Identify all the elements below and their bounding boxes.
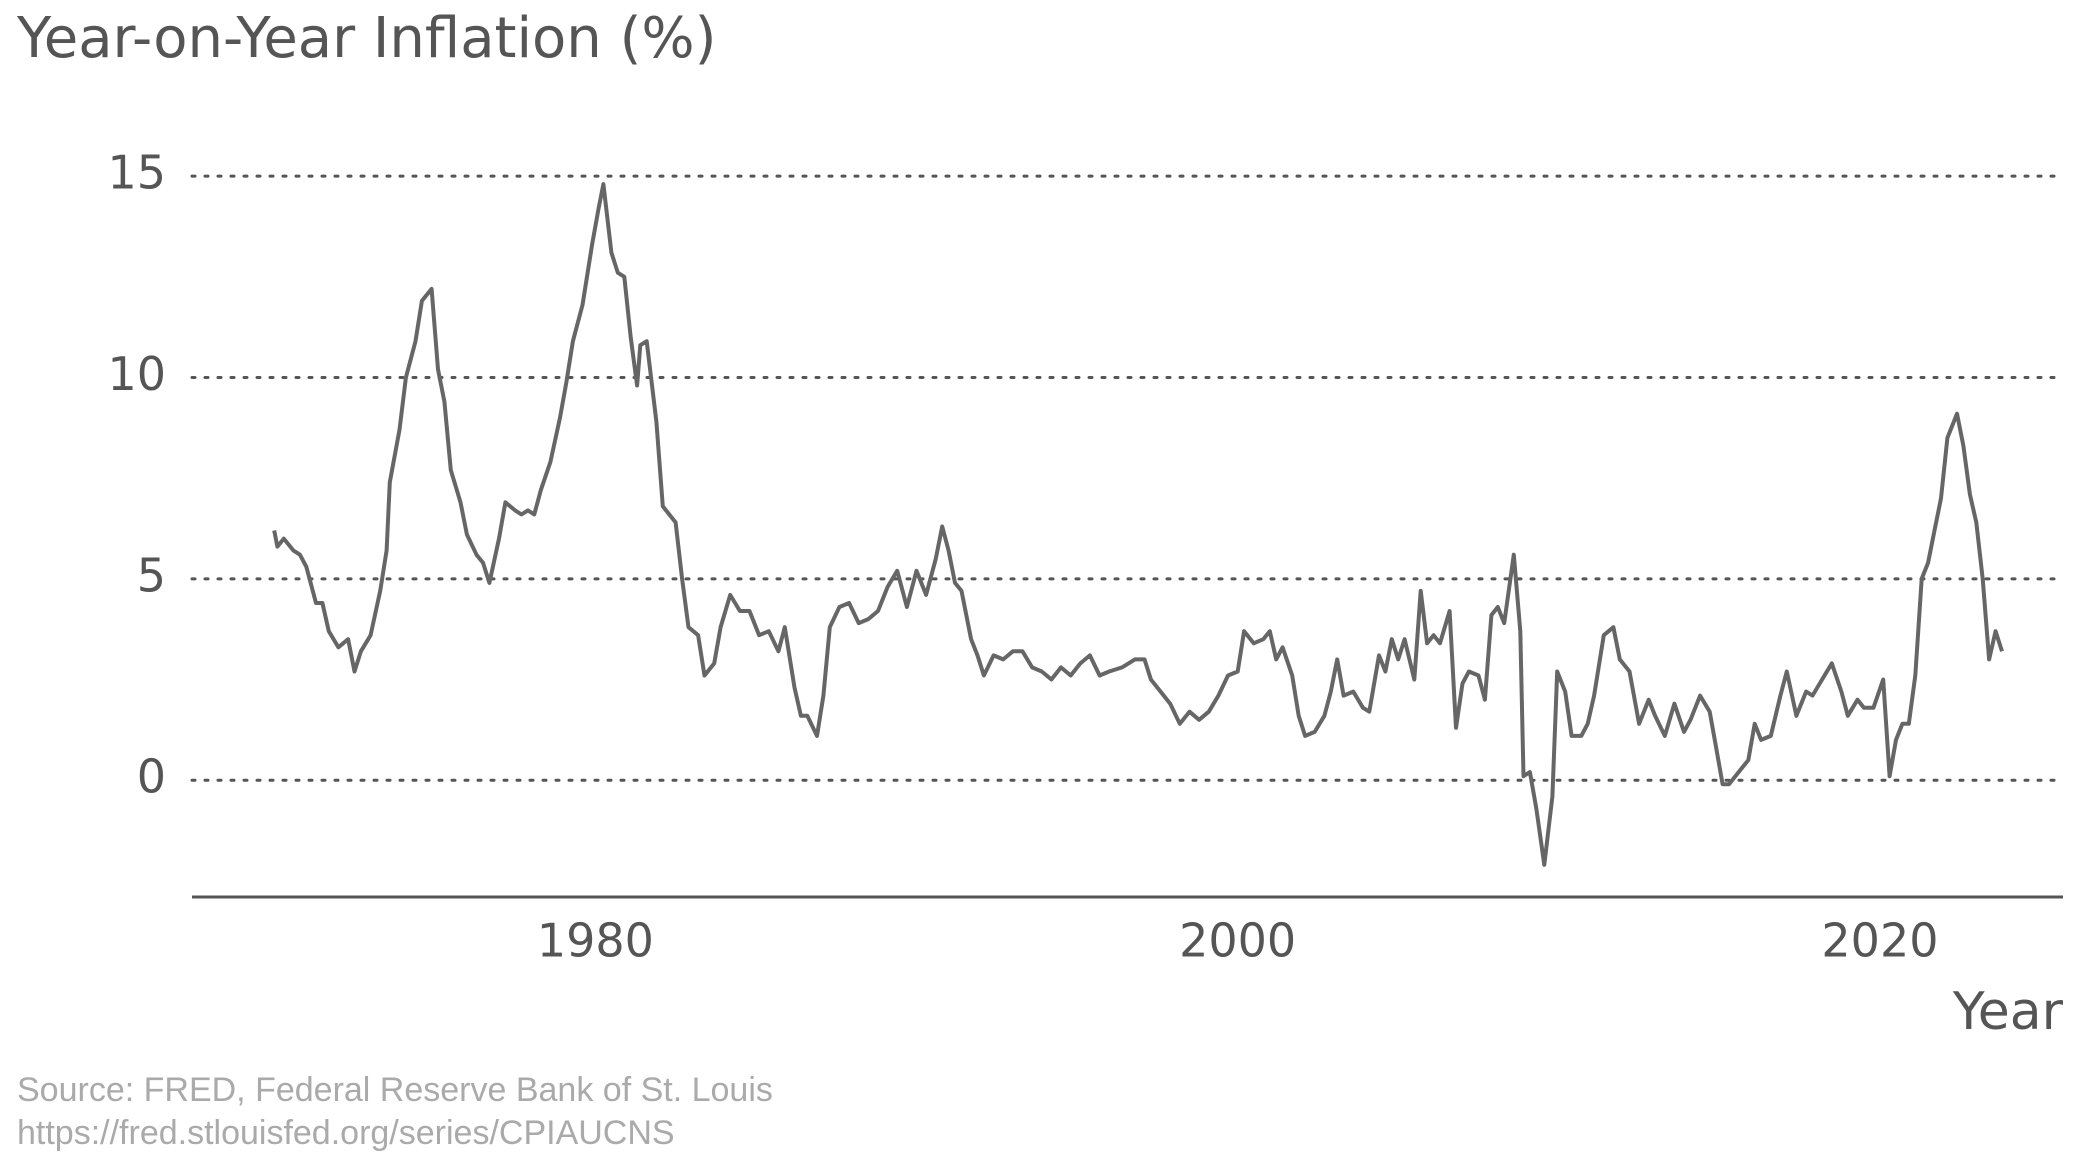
y-tick-label: 15 xyxy=(107,146,166,200)
inflation-line xyxy=(272,182,2004,867)
x-tick-label: 2000 xyxy=(1179,914,1296,968)
source-line: Source: FRED, Federal Reserve Bank of St… xyxy=(17,1071,773,1109)
x-tick-label: 2020 xyxy=(1821,914,1938,968)
y-tick-label: 10 xyxy=(107,347,166,401)
x-tick-label: 1980 xyxy=(537,914,654,968)
source-url: https://fred.stlouisfed.org/series/CPIAU… xyxy=(17,1114,675,1152)
y-tick-label: 5 xyxy=(137,548,166,602)
y-tick-label: 0 xyxy=(137,750,166,804)
x-axis-label: Year xyxy=(1952,982,2064,1042)
chart-title: Year-on-Year Inflation (%) xyxy=(16,6,716,71)
